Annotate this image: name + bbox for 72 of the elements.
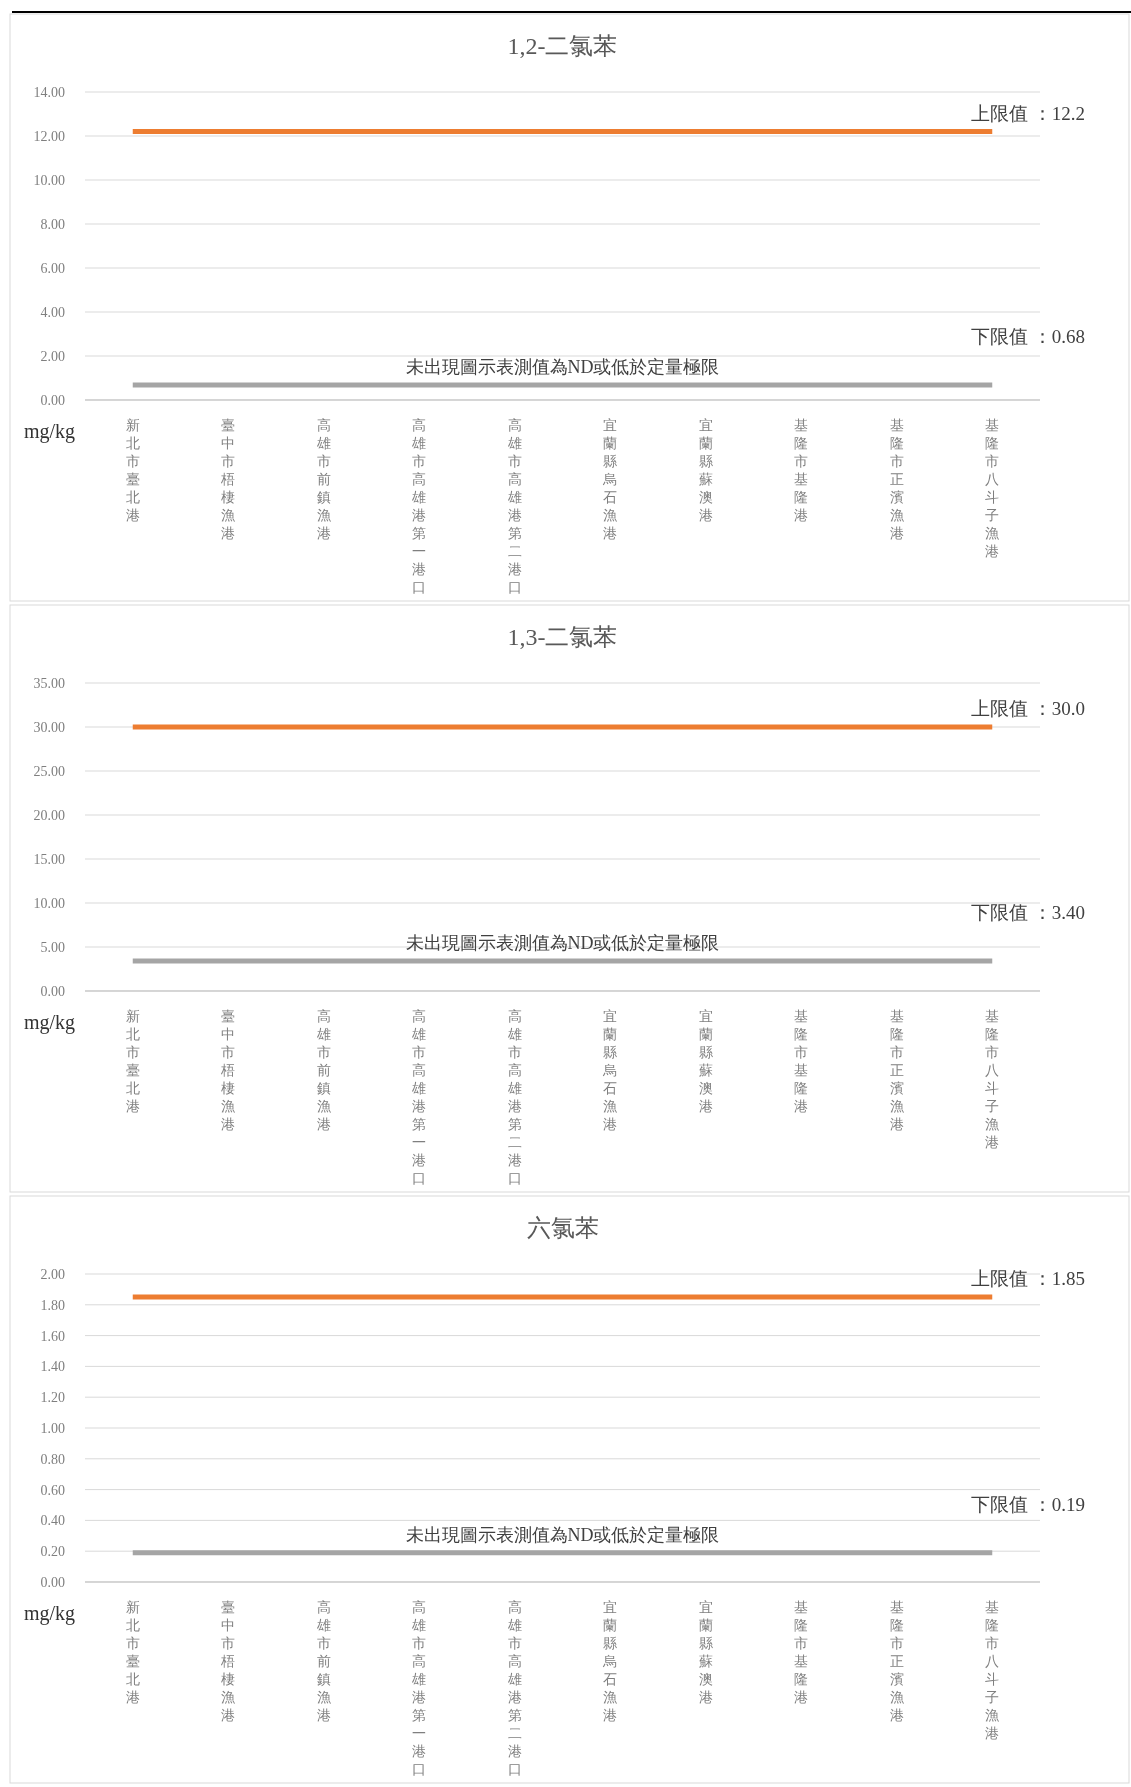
x-tick-label: 宜蘭縣烏石漁港 <box>602 1600 618 1723</box>
y-tick-label: 2.00 <box>40 349 65 364</box>
annotation: 未出現圖示表測值為ND或低於定量極限 <box>405 1524 720 1545</box>
y-tick-label: 6.00 <box>40 261 65 276</box>
ref-line-label: 上限值 ：12.2 <box>971 102 1085 124</box>
ref-line-label: 下限值 ：0.68 <box>971 326 1085 348</box>
x-tick-label: 高雄市前鎮漁港 <box>315 418 331 541</box>
x-tick-label: 宜蘭縣烏石漁港 <box>602 418 618 541</box>
y-tick-label: 5.00 <box>40 940 65 955</box>
category-label: 高雄市高雄港第二港口 <box>507 1600 522 1777</box>
y-tick-label: 0.60 <box>40 1482 65 1498</box>
y-tick-label: 10.00 <box>33 896 65 911</box>
x-tick-label: 新北市臺北港 <box>125 1600 140 1705</box>
y-tick-label: 12.00 <box>33 129 65 144</box>
y-tick-label: 14.00 <box>33 85 65 100</box>
ref-line-label: 下限值 ：3.40 <box>971 902 1085 924</box>
category-label: 高雄市高雄港第二港口 <box>507 1009 522 1186</box>
y-tick-label: 0.00 <box>40 1575 65 1590</box>
x-tick-label: 基隆市正濱漁港 <box>889 418 904 541</box>
x-tick-label: 臺中市梧棲漁港 <box>220 1600 236 1723</box>
y-tick-label: 10.00 <box>33 173 65 188</box>
y-tick-label: 1.00 <box>40 1421 65 1436</box>
y-tick-label: 0.00 <box>40 393 65 408</box>
y-tick-label: 4.00 <box>40 305 65 320</box>
x-tick-label: 臺中市梧棲漁港 <box>220 418 236 541</box>
y-tick-label: 1.40 <box>40 1359 65 1375</box>
ref-line-label: 上限值 ：1.85 <box>971 1268 1085 1290</box>
chart-title: 六氯苯 <box>526 1215 599 1241</box>
x-tick-label: 基隆市基隆港 <box>794 1600 809 1705</box>
x-tick-label: 新北市臺北港 <box>125 1009 140 1114</box>
x-tick-label: 新北市臺北港 <box>125 418 140 523</box>
y-tick-label: 0.20 <box>40 1544 65 1560</box>
chart-title: 1,2-二氯苯 <box>507 33 618 59</box>
y-tick-label: 8.00 <box>40 217 65 232</box>
y-tick-label: 35.00 <box>33 676 65 691</box>
x-tick-label: 基隆市八斗子漁港 <box>985 1009 1000 1150</box>
x-tick-label: 高雄市前鎮漁港 <box>315 1600 331 1723</box>
y-tick-label: 2.00 <box>40 1267 65 1282</box>
y-tick-label: 0.00 <box>40 984 65 999</box>
y-tick-label: 30.00 <box>33 720 65 735</box>
x-tick-label: 基隆市八斗子漁港 <box>985 418 1000 559</box>
category-label: 高雄市高雄港第一港口 <box>412 1600 427 1777</box>
annotation: 未出現圖示表測值為ND或低於定量極限 <box>405 357 720 378</box>
y-axis-title: mg/kg <box>24 1011 76 1034</box>
category-label: 高雄市高雄港第二港口 <box>507 418 522 595</box>
chart-title: 1,3-二氯苯 <box>507 624 618 650</box>
x-tick-label: 基隆市八斗子漁港 <box>985 1600 1000 1741</box>
y-tick-label: 0.80 <box>40 1451 65 1467</box>
x-tick-label: 宜蘭縣蘇澳港 <box>698 1600 713 1705</box>
x-tick-label: 基隆市基隆港 <box>794 1009 809 1114</box>
x-tick-label: 基隆市正濱漁港 <box>889 1009 904 1132</box>
x-tick-label: 基隆市基隆港 <box>794 418 809 523</box>
y-tick-label: 1.60 <box>40 1328 65 1344</box>
ref-line-label: 下限值 ：0.19 <box>971 1493 1085 1515</box>
y-tick-label: 15.00 <box>33 852 65 867</box>
y-tick-label: 0.40 <box>40 1513 65 1529</box>
x-tick-label: 臺中市梧棲漁港 <box>220 1009 236 1132</box>
y-tick-label: 20.00 <box>33 808 65 823</box>
category-label: 高雄市高雄港第一港口 <box>412 1009 427 1186</box>
x-tick-label: 宜蘭縣烏石漁港 <box>602 1009 618 1132</box>
x-tick-label: 高雄市前鎮漁港 <box>315 1009 331 1132</box>
x-tick-label: 宜蘭縣蘇澳港 <box>698 1009 713 1114</box>
x-tick-label: 宜蘭縣蘇澳港 <box>698 418 713 523</box>
annotation: 未出現圖示表測值為ND或低於定量極限 <box>405 933 720 954</box>
x-tick-label: 基隆市正濱漁港 <box>889 1600 904 1723</box>
ref-line-label: 上限值 ：30.0 <box>971 698 1085 719</box>
y-tick-label: 1.80 <box>40 1297 65 1313</box>
y-axis-title: mg/kg <box>24 420 76 443</box>
y-axis-title: mg/kg <box>24 1602 76 1625</box>
y-tick-label: 25.00 <box>33 764 65 779</box>
y-tick-label: 1.20 <box>40 1390 65 1406</box>
category-label: 高雄市高雄港第一港口 <box>412 418 427 595</box>
